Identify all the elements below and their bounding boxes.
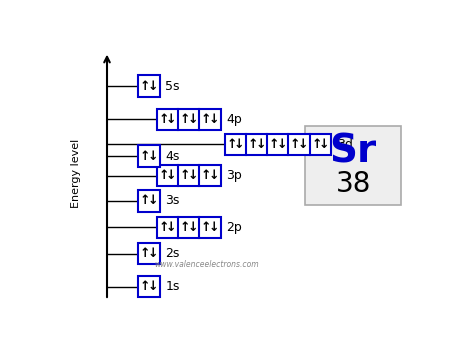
Text: 38: 38 — [336, 170, 371, 198]
Text: ↑: ↑ — [158, 221, 169, 234]
Text: ↑: ↑ — [180, 113, 190, 126]
Text: 3d: 3d — [337, 138, 353, 151]
Text: 3s: 3s — [165, 194, 180, 208]
Bar — [138, 75, 160, 97]
Text: ↓: ↓ — [255, 138, 265, 151]
Bar — [156, 217, 220, 238]
Bar — [156, 108, 220, 130]
Bar — [156, 165, 220, 187]
Bar — [225, 134, 331, 155]
Text: ↓: ↓ — [209, 221, 219, 234]
Text: ↓: ↓ — [166, 221, 176, 234]
Text: ↑: ↑ — [140, 247, 150, 260]
Text: ↓: ↓ — [187, 113, 198, 126]
Text: ↑: ↑ — [201, 221, 211, 234]
Text: ↓: ↓ — [234, 138, 244, 151]
Text: 2s: 2s — [165, 247, 180, 260]
Text: ↓: ↓ — [298, 138, 308, 151]
Text: www.valenceelectrons.com: www.valenceelectrons.com — [155, 260, 259, 269]
Text: ↓: ↓ — [166, 169, 176, 182]
Text: ↑: ↑ — [226, 138, 237, 151]
Text: ↑: ↑ — [201, 113, 211, 126]
Text: ↓: ↓ — [209, 169, 219, 182]
Text: ↑: ↑ — [140, 150, 150, 163]
Bar — [305, 126, 401, 205]
Text: ↓: ↓ — [209, 113, 219, 126]
Text: ↑: ↑ — [180, 221, 190, 234]
Text: Energy level: Energy level — [71, 139, 81, 208]
Text: ↓: ↓ — [147, 280, 158, 293]
Text: 4p: 4p — [227, 113, 242, 126]
Text: ↓: ↓ — [187, 169, 198, 182]
Text: 1s: 1s — [165, 280, 180, 293]
Text: ↑: ↑ — [158, 113, 169, 126]
Text: ↓: ↓ — [147, 247, 158, 260]
Text: ↓: ↓ — [166, 113, 176, 126]
Text: ↑: ↑ — [311, 138, 322, 151]
Bar — [138, 190, 160, 212]
Text: ↓: ↓ — [147, 80, 158, 93]
Text: ↑: ↑ — [201, 169, 211, 182]
Bar — [138, 145, 160, 167]
Text: ↑: ↑ — [290, 138, 301, 151]
Text: ↑: ↑ — [158, 169, 169, 182]
Text: ↓: ↓ — [147, 194, 158, 208]
Text: ↑: ↑ — [247, 138, 258, 151]
Text: ↓: ↓ — [319, 138, 329, 151]
Text: 2p: 2p — [227, 221, 242, 234]
Bar — [138, 243, 160, 264]
Text: ↑: ↑ — [140, 80, 150, 93]
Text: Sr: Sr — [329, 133, 377, 171]
Text: ↓: ↓ — [147, 150, 158, 163]
Text: ↓: ↓ — [187, 221, 198, 234]
Text: 5s: 5s — [165, 80, 180, 93]
Text: ↑: ↑ — [269, 138, 279, 151]
Text: 3p: 3p — [227, 169, 242, 182]
Text: ↓: ↓ — [276, 138, 287, 151]
Text: ↑: ↑ — [140, 194, 150, 208]
Bar — [138, 276, 160, 297]
Text: 4s: 4s — [165, 150, 180, 163]
Text: ↑: ↑ — [180, 169, 190, 182]
Text: ↑: ↑ — [140, 280, 150, 293]
